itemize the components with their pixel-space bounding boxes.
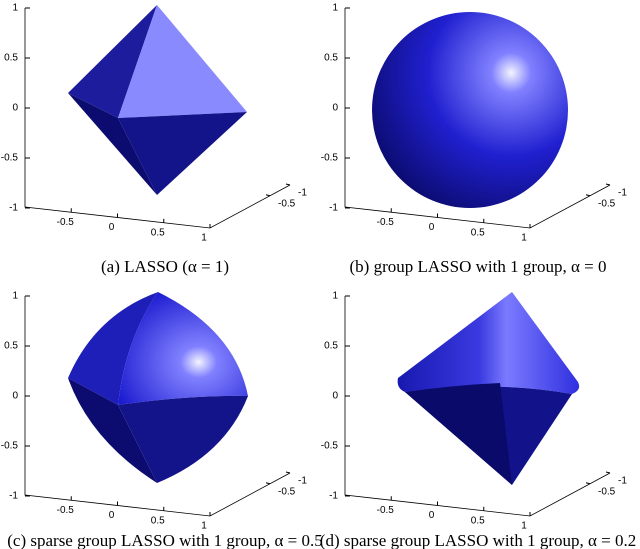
z-tick-label: -0.5: [1, 441, 19, 452]
y-tick-label: -0.5: [278, 198, 296, 209]
z-tick-label: 0: [12, 391, 18, 402]
x-tick-label: -0.5: [57, 505, 75, 516]
caption: (a) LASSO (α = 1): [101, 257, 229, 276]
z-tick-label: 0.5: [4, 341, 18, 352]
panel: 10.50-0.5-1-0.5 0 0.5 1-1-0.5(c) sparse gro…: [1, 291, 323, 549]
z-tick-label: -0.5: [321, 153, 339, 164]
z-tick-label: -1: [329, 203, 338, 214]
octahedron: [68, 5, 247, 195]
panel: 10.50-0.5-1-0.5 0 0.5 1-1-0.5(b) group LASS…: [321, 3, 628, 276]
z-tick-label: 1: [12, 3, 18, 14]
y-tick-label: -1: [618, 188, 627, 199]
x-tick-label: 1: [201, 521, 207, 532]
panels: 10.50-0.5-1-0.5 0 0.5 1-1-0.5(a) LASSO (α =…: [1, 3, 636, 549]
z-tick-label: 0.5: [324, 341, 338, 352]
panel: 10.50-0.5-1-0.5 0 0.5 1-1-0.5(d) sparse gro…: [320, 291, 636, 549]
y-tick: [605, 183, 611, 186]
x-tick-label: 0: [429, 510, 435, 521]
z-tick-label: 1: [332, 3, 338, 14]
x-tick-label: 0.5: [471, 227, 485, 238]
x-tick-label: 0.5: [471, 515, 485, 526]
x-tick-label: 0: [109, 510, 115, 521]
x-tick-label: 1: [521, 233, 527, 244]
z-tick-label: 0.5: [4, 53, 18, 64]
y-tick: [285, 471, 291, 474]
caption: (d) sparse group LASSO with 1 group, α =…: [320, 531, 636, 549]
z-tick-label: 1: [332, 291, 338, 302]
sphere: [372, 12, 568, 208]
y-tick: [285, 183, 291, 186]
x-tick-label: 0.5: [151, 227, 165, 238]
z-tick-label: 0: [332, 103, 338, 114]
z-tick-label: -0.5: [321, 441, 339, 452]
curved-octahedron: [68, 292, 248, 483]
x-tick-label: 1: [201, 233, 207, 244]
y-tick-label: -1: [298, 476, 307, 487]
z-tick-label: 0: [332, 391, 338, 402]
y-tick: [585, 482, 591, 485]
z-tick-label: -0.5: [1, 153, 19, 164]
x-tick-label: 0: [109, 222, 115, 233]
z-tick-label: 0: [12, 103, 18, 114]
z-tick-label: -1: [9, 491, 18, 502]
x-tick-label: -0.5: [377, 505, 395, 516]
y-tick-label: -1: [298, 188, 307, 199]
y-tick-label: -1: [618, 476, 627, 487]
y-tick: [605, 471, 611, 474]
caption: (c) sparse group LASSO with 1 group, α =…: [7, 531, 323, 549]
z-tick-label: -1: [329, 491, 338, 502]
y-tick: [265, 482, 271, 485]
caption: (b) group LASSO with 1 group, α = 0: [350, 257, 607, 276]
x-tick-label: 0.5: [151, 515, 165, 526]
z-tick-label: 0.5: [324, 53, 338, 64]
panel: 10.50-0.5-1-0.5 0 0.5 1-1-0.5(a) LASSO (α =…: [1, 3, 308, 276]
y-tick-label: -0.5: [598, 198, 616, 209]
x-tick-label: 1: [521, 521, 527, 532]
y-tick: [585, 194, 591, 197]
y-tick: [265, 194, 271, 197]
z-tick-label: -1: [9, 203, 18, 214]
x-tick-label: 0: [429, 222, 435, 233]
x-tick-label: -0.5: [377, 217, 395, 228]
y-tick-label: -0.5: [598, 486, 616, 497]
z-tick-label: 1: [12, 291, 18, 302]
x-tick-label: -0.5: [57, 217, 75, 228]
rounded-cone: [397, 292, 580, 485]
y-tick-label: -0.5: [278, 486, 296, 497]
